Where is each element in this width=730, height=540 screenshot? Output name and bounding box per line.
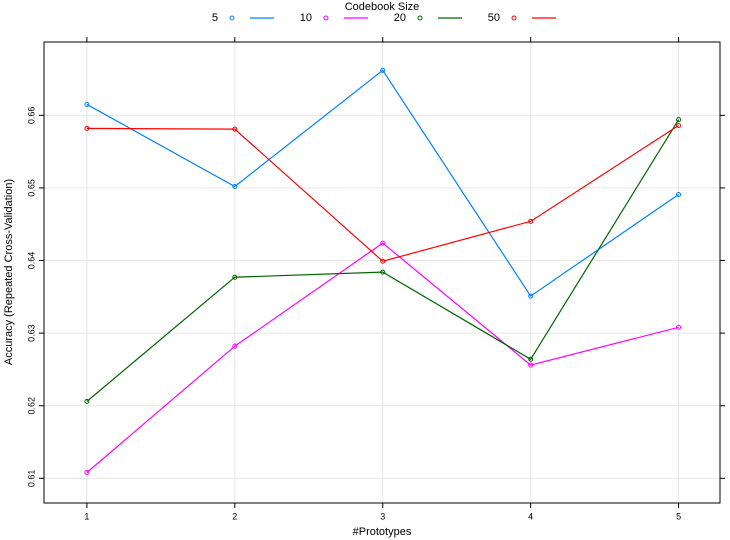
- y-tick-label: 0.64: [26, 252, 36, 270]
- y-axis-label: Accuracy (Repeated Cross-Validation): [3, 179, 15, 365]
- data-point: [84, 470, 90, 476]
- data-point: [380, 67, 386, 73]
- legend-symbol: [511, 15, 517, 21]
- data-point: [676, 191, 682, 197]
- data-point: [380, 240, 386, 246]
- x-axis-label: #Prototypes: [353, 526, 412, 538]
- data-point: [84, 101, 90, 107]
- legend-label: 20: [394, 12, 406, 24]
- data-point: [84, 125, 90, 131]
- legend-symbol: [417, 15, 423, 21]
- legend-title: Codebook Size: [345, 1, 420, 13]
- data-point: [232, 126, 238, 132]
- y-tick-label: 0.66: [26, 107, 36, 125]
- legend-symbol: [229, 15, 235, 21]
- x-tick-label: 3: [380, 511, 385, 521]
- x-tick-label: 4: [528, 511, 533, 521]
- data-point: [232, 343, 238, 349]
- data-point: [528, 293, 534, 299]
- data-point: [380, 258, 386, 264]
- data-point: [232, 274, 238, 280]
- y-tick-label: 0.63: [26, 324, 36, 342]
- data-point: [84, 398, 90, 404]
- data-point: [528, 218, 534, 224]
- data-point: [676, 122, 682, 128]
- data-point: [232, 183, 238, 189]
- plot-frame: [43, 41, 721, 504]
- x-tick-label: 2: [232, 511, 237, 521]
- y-tick-label: 0.62: [26, 397, 36, 415]
- legend-label: 50: [488, 12, 500, 24]
- series-line: [86, 69, 679, 297]
- data-point: [528, 362, 534, 368]
- legend-label: 5: [212, 12, 218, 24]
- series-line: [86, 124, 679, 262]
- data-point: [676, 324, 682, 330]
- data-point: [380, 269, 386, 275]
- data-point: [676, 117, 682, 123]
- x-tick-label: 5: [676, 511, 681, 521]
- data-point: [528, 356, 534, 362]
- y-tick-label: 0.65: [26, 179, 36, 197]
- legend-label: 10: [300, 12, 312, 24]
- series-line: [86, 242, 679, 473]
- series-line: [86, 119, 680, 402]
- x-tick-label: 1: [84, 511, 89, 521]
- y-tick-label: 0.61: [26, 470, 36, 488]
- legend-symbol: [323, 15, 329, 21]
